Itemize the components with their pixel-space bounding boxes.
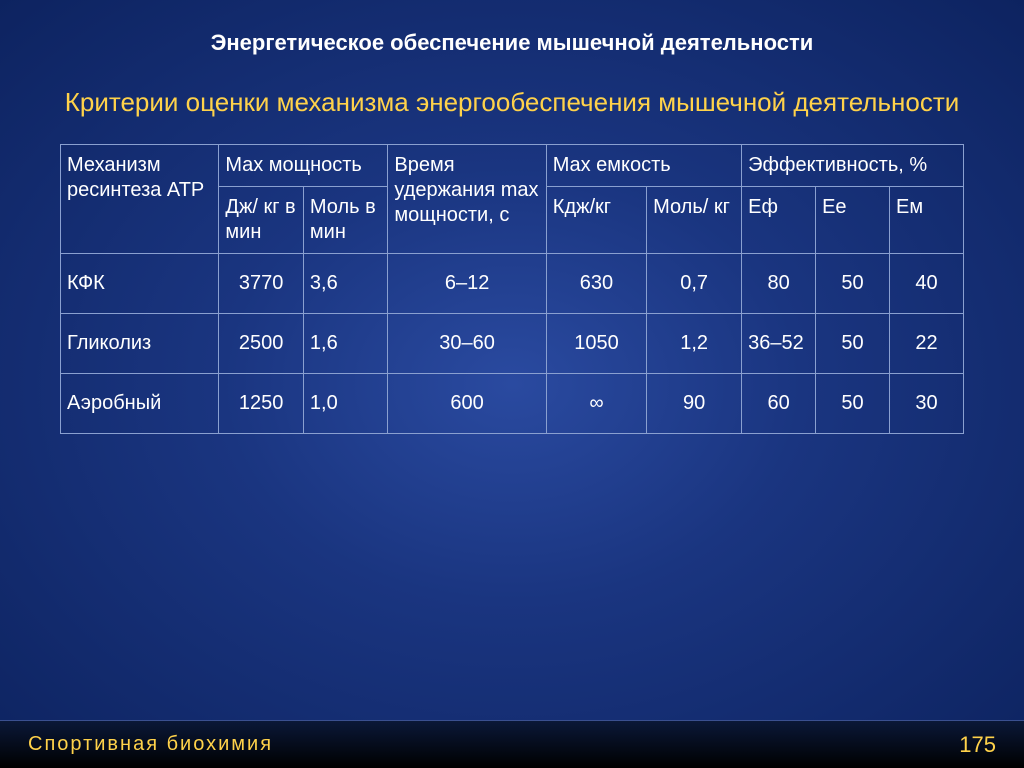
cell-name: КФК xyxy=(61,253,219,313)
col-c2: Моль/ кг xyxy=(647,186,742,253)
table-row: Гликолиз 2500 1,6 30–60 1050 1,2 36–52 5… xyxy=(61,313,964,373)
col-efficiency: Эффективность, % xyxy=(742,144,964,186)
cell-e3: 40 xyxy=(890,253,964,313)
criteria-table: Механизм ресинтеза АТР Max мощность Врем… xyxy=(60,144,964,434)
cell-name: Гликолиз xyxy=(61,313,219,373)
col-c1: Кдж/кг xyxy=(546,186,646,253)
col-retention: Время удержания max мощности, с xyxy=(388,144,546,253)
slide-subtitle: Критерии оценки механизма энергообеспече… xyxy=(60,86,964,120)
col-p2: Моль в мин xyxy=(303,186,388,253)
col-e3: Ем xyxy=(890,186,964,253)
cell-p2: 1,6 xyxy=(303,313,388,373)
col-e2: Ее xyxy=(816,186,890,253)
footer-left: Спортивная биохимия xyxy=(28,733,273,756)
slide-footer: Спортивная биохимия 175 xyxy=(0,720,1024,768)
col-max-capacity: Max емкость xyxy=(546,144,741,186)
table-row: Аэробный 1250 1,0 600 ∞ 90 60 50 30 xyxy=(61,373,964,433)
cell-name: Аэробный xyxy=(61,373,219,433)
slide-title: Энергетическое обеспечение мышечной деят… xyxy=(60,30,964,56)
cell-time: 30–60 xyxy=(388,313,546,373)
cell-c1: ∞ xyxy=(546,373,646,433)
cell-p1: 3770 xyxy=(219,253,303,313)
slide-content: Энергетическое обеспечение мышечной деят… xyxy=(0,0,1024,768)
cell-c2: 1,2 xyxy=(647,313,742,373)
table-row: КФК 3770 3,6 6–12 630 0,7 80 50 40 xyxy=(61,253,964,313)
col-p1: Дж/ кг в мин xyxy=(219,186,303,253)
cell-e1: 60 xyxy=(742,373,816,433)
cell-time: 6–12 xyxy=(388,253,546,313)
cell-e3: 30 xyxy=(890,373,964,433)
page-number: 175 xyxy=(959,732,996,758)
col-max-power: Max мощность xyxy=(219,144,388,186)
cell-p1: 1250 xyxy=(219,373,303,433)
cell-p2: 1,0 xyxy=(303,373,388,433)
cell-c2: 90 xyxy=(647,373,742,433)
cell-time: 600 xyxy=(388,373,546,433)
cell-c1: 630 xyxy=(546,253,646,313)
cell-e1: 80 xyxy=(742,253,816,313)
cell-e3: 22 xyxy=(890,313,964,373)
cell-c2: 0,7 xyxy=(647,253,742,313)
cell-p2: 3,6 xyxy=(303,253,388,313)
cell-e1: 36–52 xyxy=(742,313,816,373)
cell-c1: 1050 xyxy=(546,313,646,373)
col-mechanism: Механизм ресинтеза АТР xyxy=(61,144,219,253)
col-e1: Еф xyxy=(742,186,816,253)
cell-e2: 50 xyxy=(816,373,890,433)
cell-e2: 50 xyxy=(816,253,890,313)
cell-p1: 2500 xyxy=(219,313,303,373)
cell-e2: 50 xyxy=(816,313,890,373)
table-header-row-1: Механизм ресинтеза АТР Max мощность Врем… xyxy=(61,144,964,186)
